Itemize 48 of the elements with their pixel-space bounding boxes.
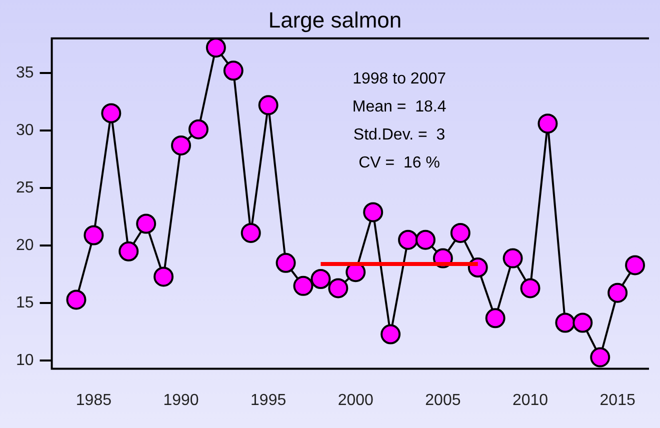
point <box>101 103 122 124</box>
annotation: Mean = 18.4 <box>352 98 446 116</box>
point <box>276 252 296 273</box>
point <box>154 266 174 287</box>
point <box>398 230 418 250</box>
annotation: CV = 16 % <box>358 154 440 172</box>
point <box>328 278 348 298</box>
y-tick-label: 10 <box>16 352 34 370</box>
point <box>415 230 436 250</box>
point <box>380 324 401 344</box>
x-tick-label: 2005 <box>425 392 461 409</box>
point <box>555 312 576 333</box>
y-tick-label: 15 <box>16 294 34 312</box>
point <box>502 248 523 268</box>
y-tick-label: 30 <box>16 122 34 139</box>
y-tick-label: 20 <box>16 237 34 254</box>
x-tick-label: 1995 <box>250 392 286 409</box>
x-tick-label: 2000 <box>338 392 374 409</box>
y-tick-label: 35 <box>16 64 34 82</box>
point <box>223 60 244 81</box>
point <box>608 282 628 303</box>
point <box>293 276 314 296</box>
point <box>84 225 104 246</box>
point <box>188 119 208 140</box>
y-tick-label: 25 <box>16 179 34 196</box>
chart-title: Large salmon <box>268 7 402 32</box>
point <box>118 241 139 262</box>
point <box>590 347 610 368</box>
x-tick-label: 2010 <box>512 392 548 409</box>
point <box>520 278 540 298</box>
x-tick-label: 2015 <box>600 392 636 409</box>
point <box>136 214 156 234</box>
point <box>240 222 261 243</box>
point <box>450 222 470 243</box>
annotation: 1998 to 2007 <box>352 70 446 88</box>
point <box>171 135 192 156</box>
point <box>66 290 86 310</box>
x-tick-label: 1990 <box>163 392 199 409</box>
point <box>625 255 646 276</box>
point <box>538 114 558 134</box>
point <box>485 308 506 328</box>
point <box>258 95 278 116</box>
annotation: Std.Dev. = 3 <box>353 126 446 144</box>
point <box>572 312 593 333</box>
point <box>206 38 226 58</box>
point <box>363 202 384 222</box>
x-tick-label: 1985 <box>76 392 112 409</box>
point <box>310 269 331 290</box>
